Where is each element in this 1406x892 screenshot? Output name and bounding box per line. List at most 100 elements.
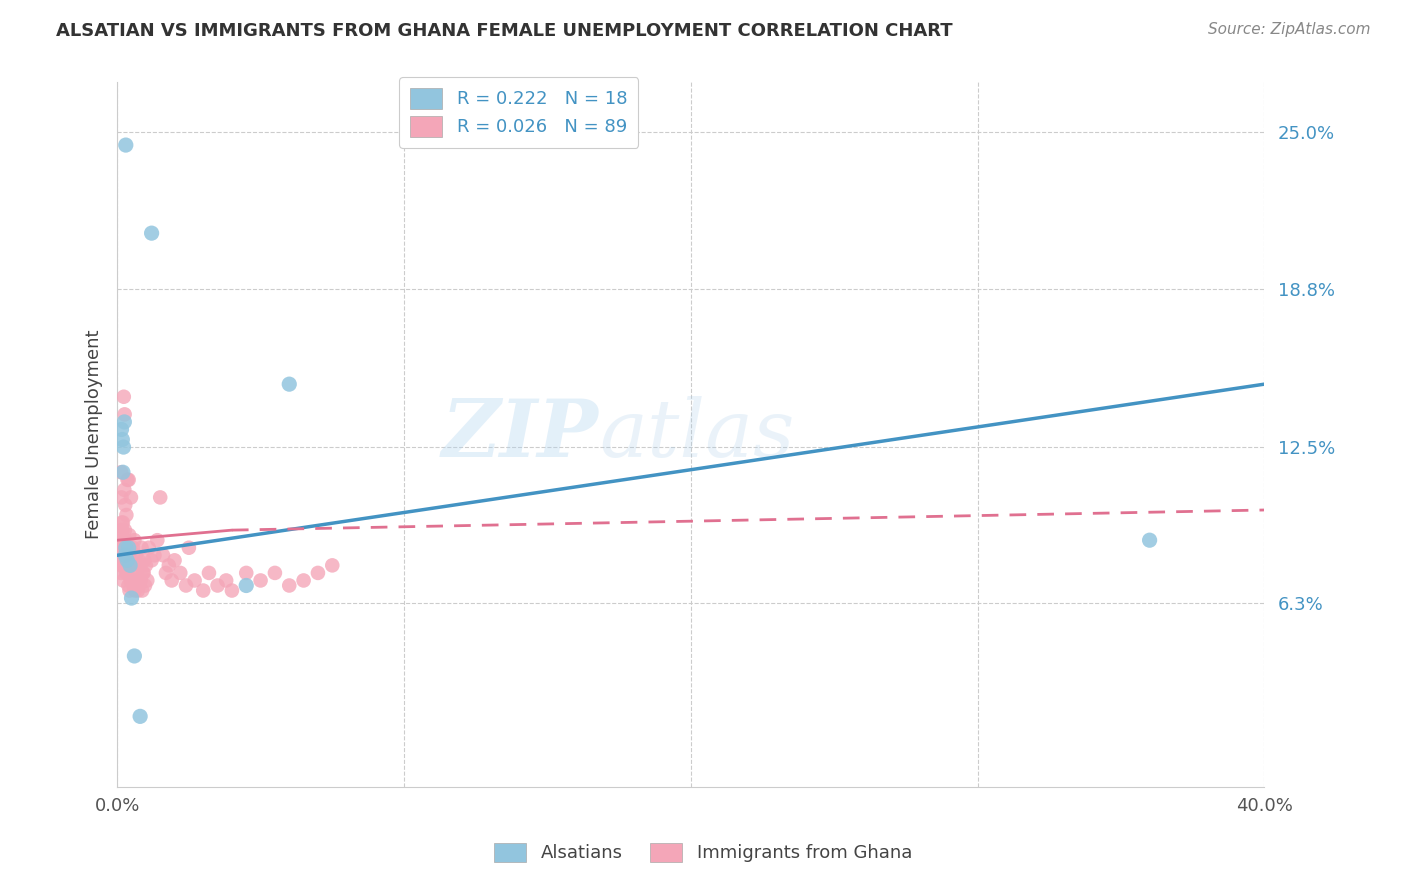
Point xyxy=(110,465,132,479)
Point xyxy=(120,541,142,555)
Point xyxy=(110,541,132,555)
Point xyxy=(163,553,186,567)
Point xyxy=(321,558,343,573)
Point xyxy=(117,541,139,555)
Point xyxy=(115,508,138,522)
Point xyxy=(221,583,243,598)
Point xyxy=(127,566,149,580)
Point xyxy=(112,574,135,588)
Point xyxy=(110,566,132,580)
Point xyxy=(112,553,135,567)
Point xyxy=(135,558,157,573)
Point xyxy=(278,578,301,592)
Point xyxy=(125,574,148,588)
Point xyxy=(111,433,134,447)
Point xyxy=(111,516,134,530)
Point xyxy=(111,523,134,537)
Point xyxy=(121,566,143,580)
Point xyxy=(112,541,135,555)
Point xyxy=(125,549,148,563)
Point xyxy=(114,541,136,555)
Text: ZIP: ZIP xyxy=(441,396,599,474)
Point xyxy=(249,574,271,588)
Point xyxy=(114,408,136,422)
Point xyxy=(115,566,138,580)
Point xyxy=(111,558,134,573)
Point xyxy=(115,553,138,567)
Point xyxy=(114,533,136,548)
Point xyxy=(114,498,136,512)
Text: Source: ZipAtlas.com: Source: ZipAtlas.com xyxy=(1208,22,1371,37)
Point xyxy=(160,574,183,588)
Point xyxy=(118,528,141,542)
Point xyxy=(128,578,150,592)
Point xyxy=(111,465,134,479)
Point xyxy=(155,566,177,580)
Point xyxy=(108,549,131,563)
Point xyxy=(132,566,155,580)
Point xyxy=(124,533,146,548)
Point xyxy=(138,541,160,555)
Point xyxy=(117,473,139,487)
Point xyxy=(115,549,138,563)
Point xyxy=(112,440,135,454)
Point xyxy=(207,578,229,592)
Point xyxy=(198,566,221,580)
Point xyxy=(112,541,135,555)
Point xyxy=(235,578,257,592)
Point xyxy=(120,558,142,573)
Point xyxy=(114,523,136,537)
Point xyxy=(141,553,163,567)
Point xyxy=(136,574,159,588)
Text: atlas: atlas xyxy=(599,396,794,474)
Point xyxy=(110,553,132,567)
Point xyxy=(215,574,238,588)
Point xyxy=(112,483,135,497)
Point xyxy=(128,553,150,567)
Point xyxy=(129,709,152,723)
Point xyxy=(177,541,200,555)
Point xyxy=(111,546,134,560)
Legend: Alsatians, Immigrants from Ghana: Alsatians, Immigrants from Ghana xyxy=(486,836,920,870)
Point xyxy=(174,578,197,592)
Point xyxy=(121,553,143,567)
Point xyxy=(169,566,191,580)
Text: ALSATIAN VS IMMIGRANTS FROM GHANA FEMALE UNEMPLOYMENT CORRELATION CHART: ALSATIAN VS IMMIGRANTS FROM GHANA FEMALE… xyxy=(56,22,953,40)
Point xyxy=(1139,533,1161,548)
Point xyxy=(131,583,153,598)
Point xyxy=(124,648,146,663)
Point xyxy=(143,549,166,563)
Point xyxy=(124,583,146,598)
Point xyxy=(114,558,136,573)
Legend: R = 0.222   N = 18, R = 0.026   N = 89: R = 0.222 N = 18, R = 0.026 N = 89 xyxy=(399,77,638,148)
Point xyxy=(114,566,136,580)
Point xyxy=(183,574,205,588)
Point xyxy=(134,553,156,567)
Point xyxy=(127,583,149,598)
Point xyxy=(117,578,139,592)
Point xyxy=(118,541,141,555)
Point xyxy=(111,516,134,530)
Point xyxy=(110,533,132,548)
Point xyxy=(132,566,155,580)
Point xyxy=(110,558,132,573)
Point xyxy=(278,377,301,392)
Point xyxy=(114,138,136,153)
Point xyxy=(264,566,287,580)
Point xyxy=(193,583,215,598)
Point xyxy=(122,578,145,592)
Point xyxy=(120,574,142,588)
Y-axis label: Female Unemployment: Female Unemployment xyxy=(86,330,103,540)
Point xyxy=(235,566,257,580)
Point xyxy=(121,591,143,605)
Point xyxy=(120,491,142,505)
Point xyxy=(307,566,329,580)
Point xyxy=(292,574,315,588)
Point xyxy=(129,558,152,573)
Point xyxy=(122,541,145,555)
Point xyxy=(152,549,174,563)
Point xyxy=(141,226,163,240)
Point xyxy=(111,533,134,548)
Point xyxy=(157,558,180,573)
Point xyxy=(112,390,135,404)
